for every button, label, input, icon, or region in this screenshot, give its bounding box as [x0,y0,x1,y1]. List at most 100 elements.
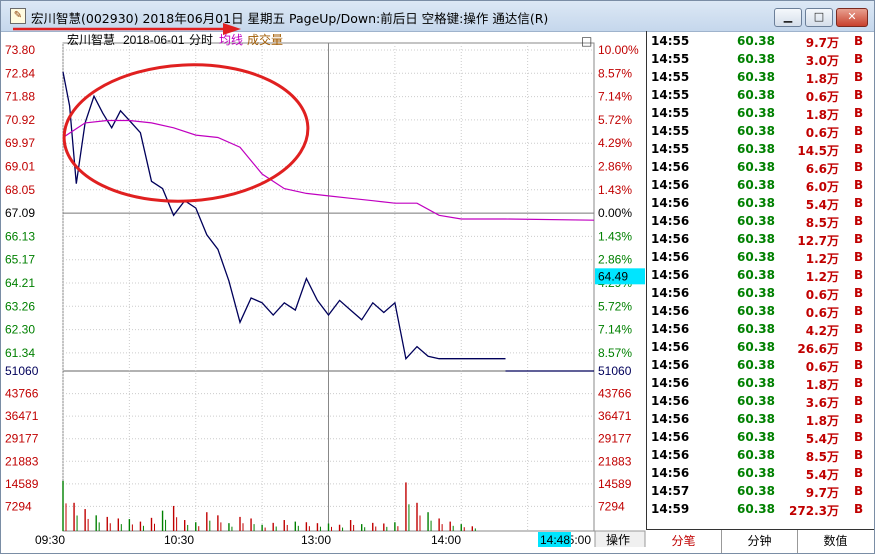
trade-volume: 0.6万 [805,90,839,104]
volume-axis-label-right: 21883 [598,454,632,468]
time-axis-label: 14:00 [431,533,461,547]
trade-volume: 1.8万 [805,414,839,428]
trade-row: 14:55 60.38 14.5万 B [647,141,874,159]
trade-volume: 4.2万 [805,324,839,338]
cursor-time-tag-bg [538,532,571,547]
trade-price: 60.38 [737,160,775,174]
red-annotation-ellipse [62,63,310,203]
trade-time: 14:56 [651,196,690,210]
trade-volume: 5.4万 [805,198,839,212]
trade-row: 14:55 60.38 0.6万 B [647,87,874,105]
percent-axis-label: 4.29% [598,136,632,150]
trade-volume: 6.6万 [805,162,839,176]
trade-side: B [854,358,864,372]
percent-axis-label: 1.43% [598,183,632,197]
trade-time: 14:56 [651,304,690,318]
trade-time: 14:56 [651,340,690,354]
trade-volume: 9.7万 [805,486,839,500]
percent-axis-label: 2.86% [598,253,632,267]
stock-name: 宏川智慧 [67,32,115,47]
percent-axis-label: 5.72% [598,299,632,313]
trade-row: 14:56 60.38 1.8万 B [647,375,874,393]
trade-row: 14:55 60.38 1.8万 B [647,105,874,123]
tab-values[interactable]: 数值 [823,534,848,548]
average-line [62,119,595,221]
avg-line-label: 均线 [219,33,243,47]
trade-time: 14:56 [651,430,690,444]
minimize-button[interactable]: ▁ [774,8,802,27]
trade-volume: 0.6万 [805,360,839,374]
trade-price: 60.38 [737,340,775,354]
price-axis-label: 63.26 [5,299,35,313]
trade-side: B [854,268,864,282]
price-axis-label: 67.09 [5,206,35,220]
trade-row: 14:56 60.38 0.6万 B [647,303,874,321]
trade-volume: 3.0万 [805,54,839,68]
trade-price: 60.38 [737,304,775,318]
trade-volume: 1.2万 [805,252,839,266]
trade-price: 60.38 [737,322,775,336]
trade-row: 14:59 60.38 272.3万 B [647,501,874,519]
trade-time: 14:56 [651,394,690,408]
maximize-button[interactable]: □ [805,8,833,27]
trade-row: 14:56 60.38 1.2万 B [647,249,874,267]
trade-volume: 14.5万 [797,144,839,158]
trade-side: B [854,250,864,264]
trade-side: B [854,142,864,156]
percent-axis-label: 8.57% [598,66,632,80]
trade-volume: 272.3万 [789,504,839,518]
trade-time: 14:55 [651,142,690,156]
ops-button[interactable]: 操作 [606,532,630,547]
trade-side: B [854,196,864,210]
trade-time: 14:56 [651,250,690,264]
trade-volume: 5.4万 [805,432,839,446]
trade-price: 60.38 [737,358,775,372]
volume-axis-label-right: 14589 [598,477,632,491]
trade-row: 14:56 60.38 5.4万 B [647,195,874,213]
price-axis-label: 61.34 [5,346,35,360]
price-axis-label: 66.13 [5,229,35,243]
percent-axis-label: 2.86% [598,160,632,174]
trade-price: 60.38 [737,196,775,210]
volume-axis-label: 21883 [5,454,39,468]
percent-axis-label: 8.57% [598,346,632,360]
volume-axis-label: 36471 [5,409,39,423]
trade-row: 14:56 60.38 6.6万 B [647,159,874,177]
tab-ticks[interactable]: 分笔 [646,530,722,553]
trade-volume: 3.6万 [805,396,839,410]
trade-time: 14:57 [651,484,690,498]
price-axis-label: 64.21 [5,276,35,290]
red-arrow-head [223,23,241,35]
percent-axis-label: 10.00% [598,43,639,57]
intraday-chart-panel[interactable]: 73.80 72.84 71.88 70.92 69.97 69.01 68.05 67.09… [1,20,646,549]
price-axis-label: 65.17 [5,253,35,267]
intraday-chart[interactable]: 73.80 72.84 71.88 70.92 69.97 69.01 68.05 67.09… [1,20,646,549]
trade-volume: 1.2万 [805,270,839,284]
trade-volume: 6.0万 [805,180,839,194]
time-axis-label: 09:30 [35,533,65,547]
panel-toggle-icon[interactable]: □ [581,34,592,48]
trade-row: 14:56 60.38 0.6万 B [647,357,874,375]
price-line [62,71,506,361]
trade-side: B [854,394,864,408]
tab-minutes[interactable]: 分钟 [722,530,798,553]
trade-volume: 0.6万 [805,126,839,140]
trade-price: 60.38 [737,124,775,138]
trade-time: 14:56 [651,412,690,426]
trade-side: B [854,304,864,318]
trade-side: B [854,466,864,480]
trade-time: 14:55 [651,106,690,120]
trade-side: B [854,430,864,444]
trade-time: 14:56 [651,466,690,480]
trade-row: 14:56 60.38 5.4万 B [647,429,874,447]
trade-side: B [854,502,864,516]
volume-axis-label-right: 36471 [598,409,632,423]
trade-side: B [854,70,864,84]
trade-price: 60.38 [737,142,775,156]
tick-trade-list[interactable]: 14:55 60.38 9.7万 B 14:55 60.38 3.0万 B 14:55 60.38… [646,31,874,529]
price-axis-label: 72.84 [5,66,35,80]
close-button[interactable]: ✕ [836,8,868,27]
trade-time: 14:56 [651,448,690,462]
title-bar[interactable]: ✎ 宏川智慧(002930) 2018年06月01日 星期五 PageUp/Do… [1,1,874,32]
trade-row: 14:55 60.38 1.8万 B [647,69,874,87]
